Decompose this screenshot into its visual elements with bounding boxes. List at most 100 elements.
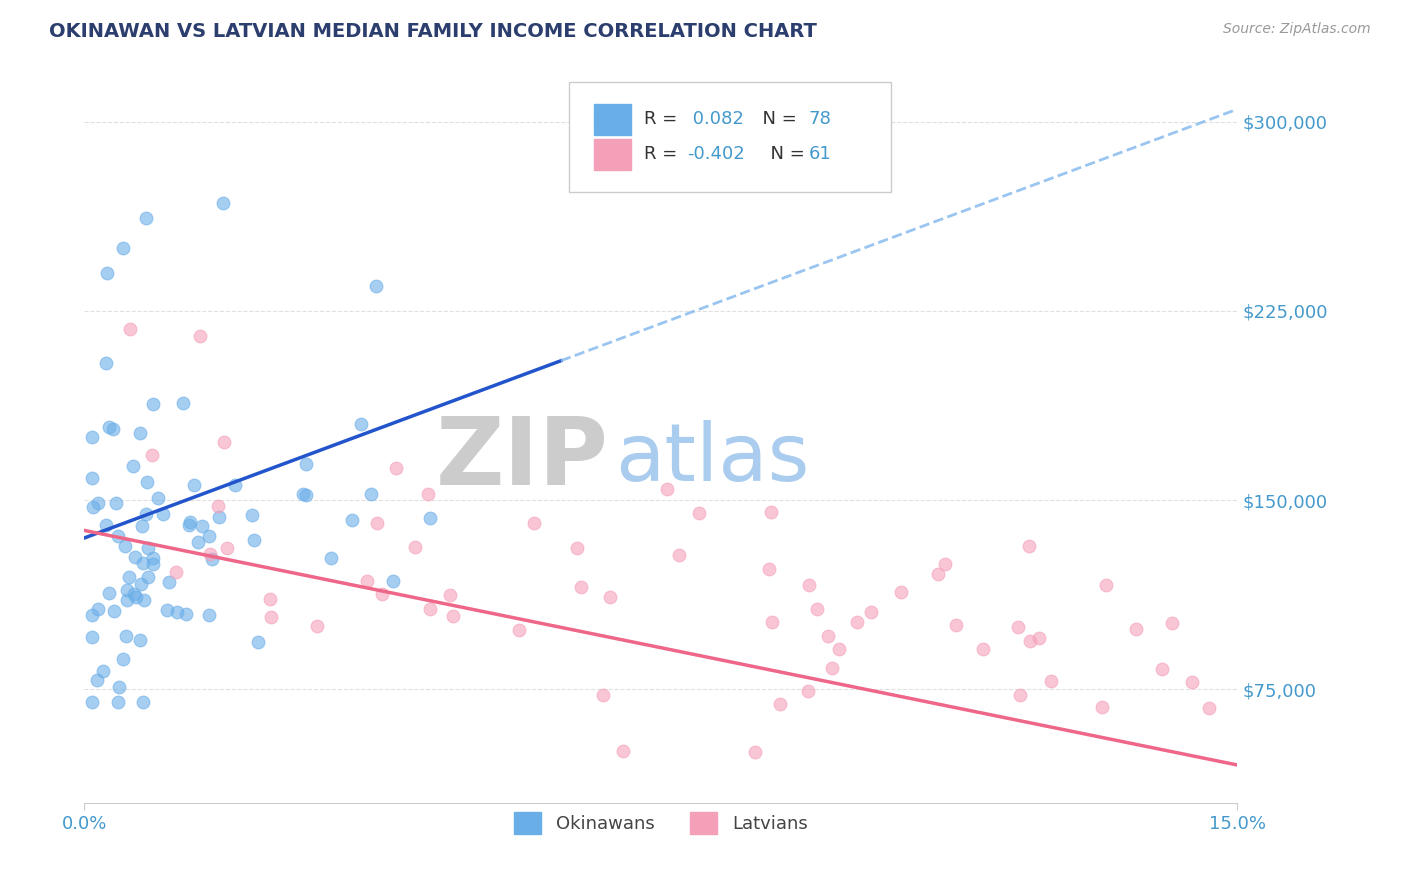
Point (165, 565, 187, 579)
Point (761, 505, 783, 519)
Point (247, 635, 270, 649)
Point (366, 278, 388, 293)
Point (142, 557, 165, 571)
Point (366, 516, 388, 531)
Point (291, 486, 314, 500)
Point (797, 683, 820, 698)
Text: 78: 78 (808, 110, 831, 128)
Point (141, 448, 163, 462)
Point (828, 642, 851, 657)
Text: OKINAWAN VS LATVIAN MEDIAN FAMILY INCOME CORRELATION CHART: OKINAWAN VS LATVIAN MEDIAN FAMILY INCOME… (49, 22, 817, 41)
Point (188, 329, 211, 343)
Point (599, 590, 621, 604)
Point (212, 435, 235, 450)
Point (120, 321, 142, 335)
Text: 0.082: 0.082 (688, 110, 744, 128)
Point (668, 548, 690, 562)
Point (187, 534, 209, 549)
Point (131, 518, 153, 533)
Point (797, 578, 820, 592)
Point (769, 697, 792, 711)
Point (198, 529, 221, 543)
Point (439, 588, 461, 602)
Point (1091, 700, 1114, 714)
Point (565, 541, 588, 555)
Point (80, 631, 103, 645)
Point (1018, 539, 1040, 553)
Point (198, 547, 221, 561)
Point (201, 551, 224, 566)
Point (115, 629, 138, 643)
Point (508, 623, 530, 637)
Point (350, 417, 373, 431)
Point (82, 500, 104, 514)
Point (1150, 662, 1173, 676)
FancyBboxPatch shape (568, 82, 891, 192)
Text: Source: ZipAtlas.com: Source: ZipAtlas.com (1223, 22, 1371, 37)
Point (156, 603, 179, 617)
Point (259, 592, 281, 607)
Point (80, 471, 103, 485)
Point (821, 660, 844, 674)
Point (612, 744, 634, 758)
Point (114, 539, 136, 553)
Point (91, 664, 114, 678)
Point (128, 632, 150, 647)
Point (80, 607, 103, 622)
Point (124, 550, 146, 565)
Point (103, 604, 125, 618)
Point (142, 397, 165, 411)
Point (86, 496, 108, 510)
Point (117, 582, 139, 597)
Point (97, 420, 120, 434)
Point (198, 607, 221, 622)
Point (419, 510, 441, 524)
Point (404, 540, 426, 554)
Point (934, 558, 956, 572)
Point (179, 515, 201, 529)
Point (86, 673, 108, 687)
Point (131, 556, 153, 570)
Text: R =: R = (644, 110, 682, 128)
Point (260, 609, 283, 624)
Point (817, 629, 839, 643)
Point (207, 500, 229, 514)
Text: atlas: atlas (614, 420, 808, 498)
Point (1161, 615, 1184, 630)
Point (592, 688, 614, 702)
Point (321, 551, 343, 566)
Point (655, 482, 678, 496)
Point (117, 569, 139, 583)
Point (152, 507, 174, 521)
Legend: Okinawans, Latvians: Okinawans, Latvians (503, 801, 818, 845)
Point (138, 541, 160, 556)
Point (129, 577, 152, 591)
Point (135, 508, 157, 522)
Point (211, 195, 233, 210)
Point (243, 533, 266, 548)
FancyBboxPatch shape (593, 104, 631, 135)
Point (166, 605, 188, 619)
Point (208, 509, 231, 524)
Point (1019, 633, 1042, 648)
Point (112, 652, 135, 666)
Point (215, 541, 238, 556)
Point (176, 607, 198, 621)
Point (340, 513, 363, 527)
Point (1028, 632, 1050, 646)
Point (419, 602, 441, 616)
Point (1198, 701, 1220, 715)
Point (1125, 622, 1147, 636)
Point (761, 615, 783, 629)
Point (845, 615, 868, 630)
Point (240, 508, 263, 523)
Text: N =: N = (751, 110, 803, 128)
Text: N =: N = (759, 145, 810, 163)
Point (1181, 674, 1204, 689)
Point (179, 517, 201, 532)
Point (136, 569, 159, 583)
Point (371, 587, 394, 601)
Point (96, 266, 118, 280)
Point (305, 618, 328, 632)
Point (859, 605, 882, 619)
